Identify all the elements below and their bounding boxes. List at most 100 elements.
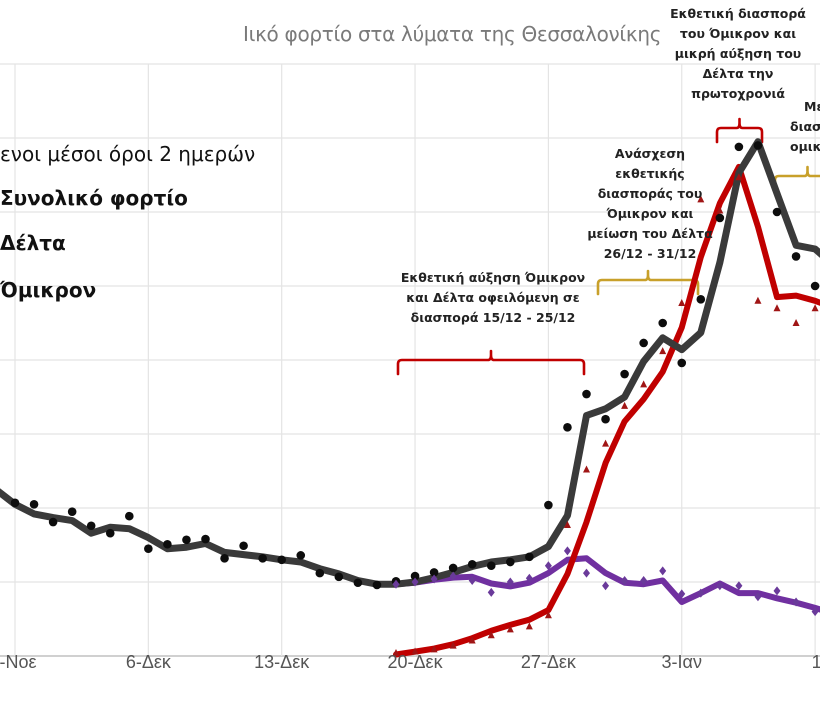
x-tick-label: 27-Δεκ <box>520 652 576 672</box>
annotation-line: Με <box>804 99 820 114</box>
annotation-new-year: Εκθετική διασπορά του Όμικρον και μικρή … <box>668 4 808 104</box>
data-point-delta <box>716 206 724 214</box>
data-point-delta <box>811 304 819 312</box>
data-point-delta <box>430 645 438 653</box>
data-point-delta <box>583 465 590 473</box>
data-point-omicron <box>525 573 533 583</box>
data-point-omicron <box>392 579 400 589</box>
data-point-delta <box>506 625 514 633</box>
data-point-omicron <box>640 576 648 586</box>
annotation-containment: Ανάσχεση εκθετικής διασποράς του Όμικρον… <box>585 144 715 264</box>
data-point-omicron <box>716 581 724 591</box>
data-point-delta <box>525 622 533 630</box>
data-point-total <box>601 414 610 424</box>
x-tick-label: 20-Δεκ <box>387 652 443 672</box>
data-point-omicron <box>506 577 514 587</box>
annotation-line: πρωτοχρονιά <box>691 86 785 101</box>
data-point-total <box>163 539 172 549</box>
data-point-delta <box>659 347 667 355</box>
annotation-line: του Όμικρον και <box>679 26 797 41</box>
data-point-omicron <box>583 568 590 578</box>
data-point-delta <box>678 299 686 307</box>
chart-title: Ιικό φορτίο στα λύματα της Θεσσαλονίκης <box>243 22 662 46</box>
data-point-delta <box>544 611 552 619</box>
data-point-delta <box>754 296 762 304</box>
data-point-total <box>448 563 458 573</box>
series-line-omicron <box>393 555 820 613</box>
data-point-omicron <box>411 577 419 587</box>
data-point-omicron <box>678 589 686 599</box>
legend-subtitle: ενοι μέσοι όροι 2 ημερών <box>0 142 256 166</box>
data-point-omicron <box>754 592 762 602</box>
data-point-total <box>772 207 782 217</box>
data-point-total <box>334 572 344 582</box>
legend-item-delta: Δέλτα <box>0 231 66 255</box>
data-point-total <box>258 554 267 563</box>
data-point-delta <box>697 195 705 203</box>
x-tick-label: 13-Δεκ <box>254 652 310 672</box>
data-point-omicron <box>602 581 610 591</box>
data-point-delta <box>640 380 648 388</box>
data-point-total <box>506 557 515 567</box>
data-point-total <box>239 541 248 551</box>
data-point-total <box>410 571 420 581</box>
data-point-total <box>105 528 115 538</box>
data-point-delta <box>602 439 610 447</box>
annotation-braces <box>396 117 820 376</box>
brace-new-year <box>715 117 764 144</box>
data-point-total <box>296 551 306 560</box>
data-point-total <box>467 559 477 569</box>
data-point-delta <box>773 304 781 312</box>
data-point-omicron <box>544 561 552 571</box>
data-point-total <box>125 511 134 521</box>
data-point-total <box>677 358 687 368</box>
data-point-delta <box>392 649 400 657</box>
data-point-total <box>315 568 325 578</box>
data-point-total <box>696 295 706 304</box>
data-point-delta <box>449 641 457 649</box>
data-point-omicron <box>811 607 819 617</box>
annotation-line: Εκθετική διασπορά <box>670 6 806 21</box>
annotation-line: 26/12 - 31/12 <box>603 246 697 261</box>
data-point-total <box>486 561 496 571</box>
data-point-omicron <box>430 574 438 584</box>
data-point-total <box>182 535 191 545</box>
data-point-omicron <box>563 546 571 556</box>
x-tick-label: 6-Δεκ <box>125 652 171 672</box>
data-point-total <box>620 369 629 379</box>
annotation-line: Δέλτα την <box>702 66 774 81</box>
annotation-line: Ανάσχεση <box>614 146 686 161</box>
data-point-total <box>48 517 58 527</box>
annotation-line: Όμικρον και <box>606 206 694 221</box>
data-point-total <box>353 578 363 588</box>
data-point-total <box>29 500 39 509</box>
data-point-total <box>67 507 77 516</box>
data-point-delta <box>621 401 629 409</box>
data-point-total <box>10 498 20 508</box>
legend-item-total: Συνολικό φορτίο <box>0 186 188 210</box>
data-point-total <box>372 580 382 590</box>
annotation-line: και Δέλτα οφειλόμενη σε <box>406 290 580 305</box>
series-line-delta <box>393 163 820 658</box>
brace-partial-right <box>773 165 820 192</box>
data-point-omicron <box>773 586 781 596</box>
data-point-omicron <box>468 576 476 586</box>
data-point-total <box>429 568 439 577</box>
annotation-line: εκθετικής <box>615 166 685 181</box>
data-point-total <box>544 500 553 510</box>
data-point-total <box>753 141 763 150</box>
data-point-omicron <box>659 566 667 576</box>
data-point-omicron <box>621 576 629 586</box>
annotation-exponential-growth: Εκθετική αύξηση Όμικρον και Δέλτα οφειλό… <box>398 268 588 328</box>
annotation-partial-right: Με διασ ομικ <box>790 97 820 157</box>
annotation-line: Εκθετική αύξηση Όμικρον <box>400 270 586 285</box>
data-point-total <box>201 534 210 544</box>
data-point-total <box>639 338 648 348</box>
data-point-total <box>563 423 572 432</box>
x-tick-label: 3-Ιαν <box>661 652 702 672</box>
data-point-total <box>86 521 96 531</box>
annotation-line: διασ <box>790 119 820 134</box>
annotation-line: διασπορά 15/12 - 25/12 <box>410 310 576 325</box>
data-point-total <box>277 555 287 565</box>
